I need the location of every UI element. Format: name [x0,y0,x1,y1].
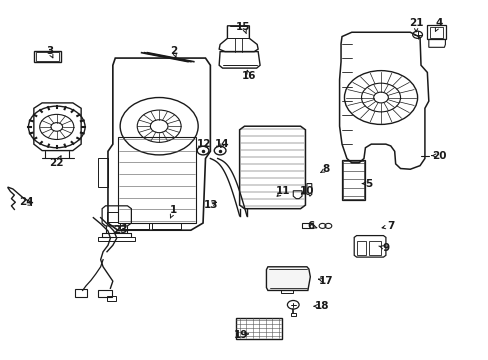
Text: 19: 19 [233,330,247,340]
Bar [152,223,181,229]
Text: 1: 1 [170,206,177,216]
Text: 5: 5 [365,179,372,189]
Bar [75,289,87,297]
Bar [107,212,118,222]
Text: 7: 7 [386,221,394,231]
Text: 14: 14 [215,139,229,149]
Text: 6: 6 [306,221,314,231]
Bar [107,296,116,301]
Bar [281,290,293,293]
Bar [368,241,380,255]
Text: 17: 17 [319,276,333,286]
Text: 21: 21 [408,18,423,28]
Bar [341,160,365,200]
Bar [356,241,366,255]
Text: 8: 8 [322,164,329,174]
Text: 15: 15 [236,22,250,32]
Text: 9: 9 [382,243,388,253]
Text: 24: 24 [19,197,33,207]
Bar [98,290,112,297]
Text: 2: 2 [170,46,177,56]
Text: 20: 20 [431,150,446,161]
Text: 11: 11 [276,186,290,197]
Polygon shape [266,267,310,291]
Text: 22: 22 [49,158,64,168]
Bar [235,318,282,338]
Text: 4: 4 [435,18,442,28]
Bar [427,25,445,40]
Text: 12: 12 [197,139,211,149]
Text: 23: 23 [113,225,127,235]
Bar [120,223,149,229]
Text: 10: 10 [299,186,313,197]
Bar [343,161,363,199]
Text: 18: 18 [315,301,329,311]
Text: 13: 13 [203,200,218,210]
Text: 3: 3 [46,46,53,56]
Bar [290,313,295,316]
Text: 16: 16 [242,71,256,81]
Bar [302,223,312,228]
Bar [36,52,59,61]
Bar [118,137,195,223]
Bar [429,27,443,39]
Bar [98,237,135,241]
Bar [34,51,61,62]
